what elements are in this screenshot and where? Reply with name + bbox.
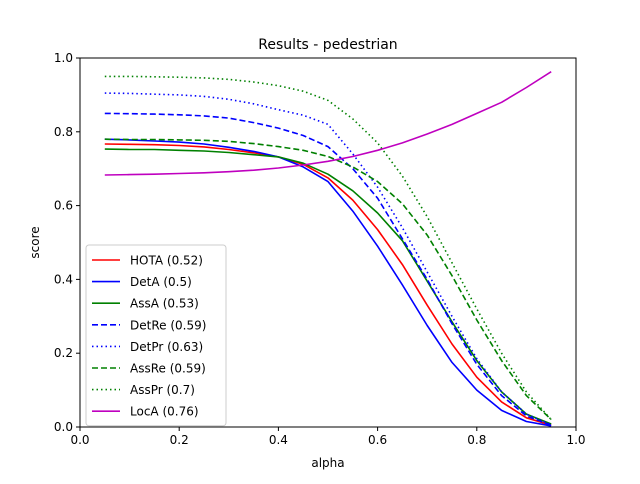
legend-label: DetPr (0.63) <box>130 340 203 354</box>
y-tick-label: 0.8 <box>54 125 73 139</box>
x-tick-label: 0.0 <box>70 433 89 447</box>
x-tick-label: 1.0 <box>566 433 585 447</box>
x-axis-label: alpha <box>311 456 344 470</box>
ticks-layer: 0.0 0.2 0.4 0.6 0.8 1.0 0.0 0.2 0.4 0.6 0.8 1.0 <box>54 51 586 447</box>
series-line-1 <box>104 138 552 427</box>
x-tick-label: 0.4 <box>269 433 288 447</box>
chart-title: Results - pedestrian <box>258 37 397 53</box>
legend-label: AssRe (0.59) <box>130 362 206 376</box>
series-layer <box>104 71 552 427</box>
x-tick-label: 0.8 <box>467 433 486 447</box>
y-tick-label: 1.0 <box>54 51 73 65</box>
series-line-5 <box>104 138 552 421</box>
series-line-6 <box>104 75 552 421</box>
x-tick-label: 0.6 <box>368 433 387 447</box>
legend-label: AssPr (0.7) <box>130 383 195 397</box>
legend-label: DetA (0.5) <box>130 275 192 289</box>
y-tick-label: 0.6 <box>54 199 73 213</box>
series-line-4 <box>104 92 552 426</box>
legend-label: LocA (0.76) <box>130 405 199 419</box>
legend-box <box>85 244 227 427</box>
y-tick-label: 0.0 <box>54 420 73 434</box>
legend-label: DetRe (0.59) <box>130 318 206 332</box>
series-line-0 <box>104 143 552 426</box>
axes-frame <box>79 57 577 428</box>
y-tick-label: 0.4 <box>54 272 73 286</box>
y-tick-label: 0.2 <box>54 346 73 360</box>
x-tick-label: 0.2 <box>170 433 189 447</box>
series-line-7 <box>104 71 552 176</box>
y-axis-label: score <box>28 226 42 258</box>
series-line-3 <box>104 112 552 426</box>
legend-label: AssA (0.53) <box>130 297 199 311</box>
legend-label: HOTA (0.52) <box>130 254 203 268</box>
legend: HOTA (0.52) DetA (0.5) AssA (0.53) DetRe (0… <box>85 244 227 427</box>
series-line-2 <box>104 148 552 425</box>
